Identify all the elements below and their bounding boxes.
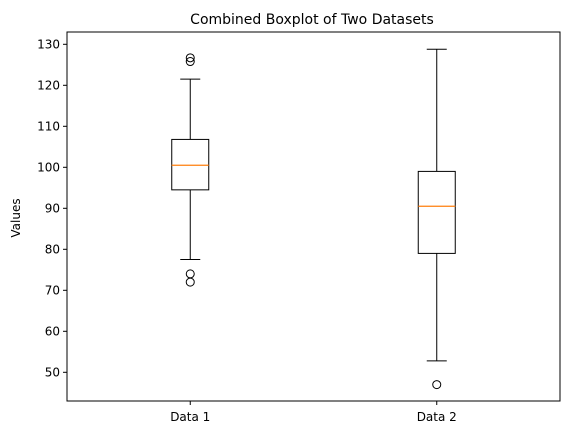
y-tick-label: 50 — [45, 365, 60, 379]
outlier-point — [185, 57, 195, 67]
y-tick-label: 70 — [45, 283, 60, 297]
y-tick-label: 130 — [37, 37, 60, 51]
boxes-layer — [171, 48, 456, 390]
box-group — [171, 53, 210, 287]
y-tick-label: 100 — [37, 160, 60, 174]
plot-frame — [66, 31, 561, 402]
outlier-point — [185, 269, 195, 279]
y-tick-label: 120 — [37, 78, 60, 92]
outlier-point — [432, 380, 442, 390]
outlier-point — [185, 53, 195, 63]
ticks-layer: 50 60 70 80 90 100 110 120 130 Data 1 Data 2 — [37, 37, 457, 424]
y-axis-label: Values — [9, 198, 23, 237]
iqr-box — [171, 138, 210, 191]
y-tick-label: 90 — [45, 201, 60, 215]
y-tick-label: 80 — [45, 242, 60, 256]
chart-title: Combined Boxplot of Two Datasets — [190, 12, 434, 28]
iqr-box — [417, 170, 456, 254]
box-group — [417, 48, 456, 390]
y-tick-label: 110 — [37, 119, 60, 133]
outlier-point — [185, 277, 195, 287]
x-tick-label: Data 1 — [170, 410, 210, 424]
y-tick-label: 60 — [45, 324, 60, 338]
x-tick-label: Data 2 — [417, 410, 457, 424]
